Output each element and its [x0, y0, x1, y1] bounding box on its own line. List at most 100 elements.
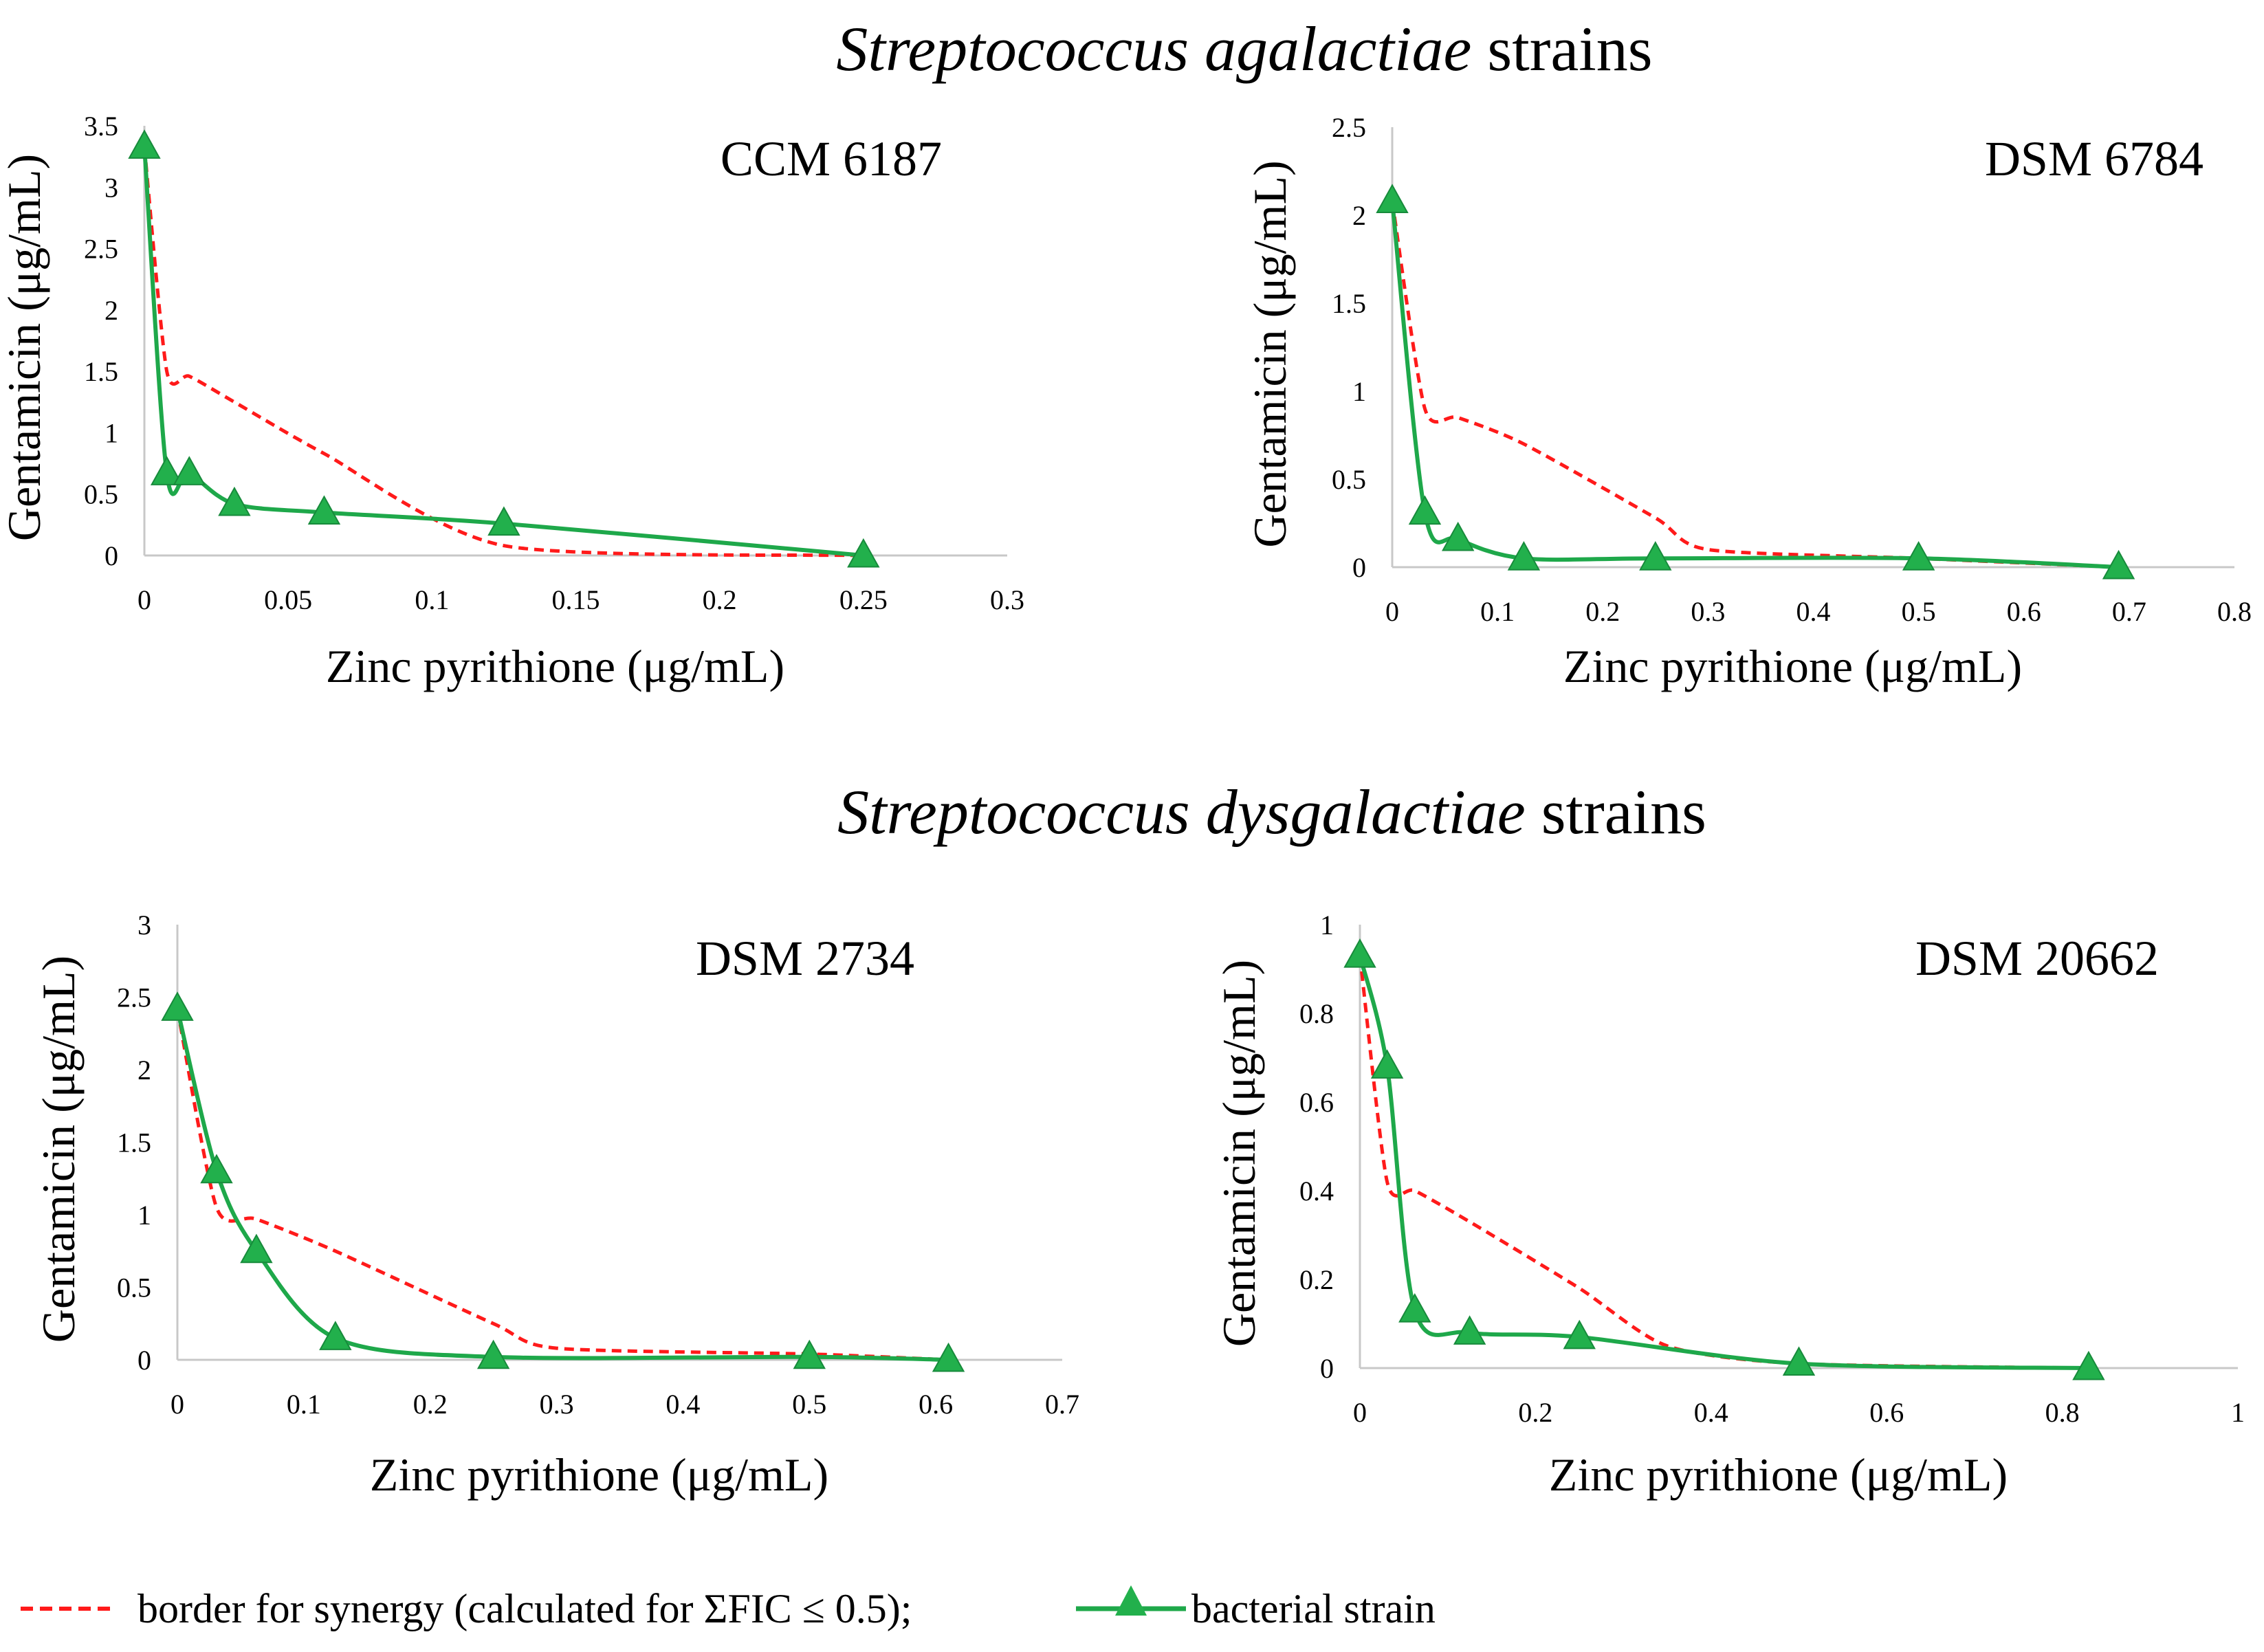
- strain-marker: [1442, 521, 1475, 551]
- x-tick-label: 0.5: [792, 1389, 826, 1420]
- synergy-border-line: [1358, 955, 2089, 1370]
- x-tick-label: 0.2: [413, 1389, 448, 1420]
- x-axis-title: Zinc pyrithione (μg/mL): [1549, 1449, 2008, 1501]
- strain-marker: [1639, 541, 1672, 571]
- strain-marker: [1782, 1346, 1816, 1376]
- y-tick-label: 3.5: [84, 111, 118, 142]
- x-tick-label: 0.15: [552, 584, 600, 615]
- y-tick-label: 0.5: [84, 479, 118, 510]
- chart-panel-dsm-20662: 0 0.2 0.4 0.6 0.8 1 0 0.2 0.4 0.6 0.8 1 Zinc pyrithi…: [1213, 910, 2245, 1501]
- strain-marker: [932, 1342, 965, 1372]
- strain-marker: [2072, 1350, 2105, 1380]
- strain-marker: [128, 129, 161, 159]
- strain-marker: [1408, 495, 1442, 525]
- legend-strain-label: bacterial strain: [1191, 1586, 1436, 1631]
- strain-marker: [240, 1233, 273, 1264]
- x-tick-label: 0.2: [703, 584, 737, 615]
- x-tick-label: 0: [1353, 1397, 1367, 1428]
- strain-line: [175, 1008, 949, 1362]
- y-tick-label: 0.5: [1332, 464, 1366, 495]
- y-tick-label: 0: [138, 1345, 151, 1376]
- chart-panel-ccm-6187: 0 0.5 1 1.5 2 2.5 3 3.5 0 0.05 0.1 0.15 0.2 0.25 0.3 Zi…: [0, 111, 1024, 692]
- strain-marker: [1370, 1049, 1404, 1079]
- x-tick-label: 0.4: [1796, 596, 1831, 627]
- x-tick-label: 0.3: [990, 584, 1024, 615]
- section-title-dysgalactiae: Streptococcus dysgalactiae strains: [837, 777, 1706, 847]
- y-tick-label: 1.5: [84, 356, 118, 387]
- strain-marker: [2102, 549, 2135, 580]
- x-tick-label: 0: [1385, 596, 1399, 627]
- strain-marker: [487, 506, 520, 536]
- strain-marker: [1563, 1319, 1596, 1350]
- y-tick-label: 3: [105, 172, 118, 203]
- strain-marker: [218, 486, 251, 516]
- x-tick-label: 0.7: [1045, 1389, 1079, 1420]
- y-axis-title: Gentamicin (μg/mL): [1244, 160, 1296, 547]
- y-tick-label: 0: [1352, 552, 1366, 583]
- panel-label: CCM 6187: [721, 131, 942, 186]
- x-tick-label: 0.7: [2112, 596, 2146, 627]
- y-axis-title: Gentamicin (μg/mL): [0, 154, 50, 541]
- x-tick-label: 0.3: [1691, 596, 1725, 627]
- y-tick-label: 2: [105, 295, 118, 326]
- strain-line: [142, 146, 864, 558]
- x-tick-label: 0.05: [264, 584, 312, 615]
- legend-strain-marker: [1115, 1585, 1147, 1616]
- strain-marker: [1343, 938, 1376, 968]
- section-title-agalactiae-species: Streptococcus agalactiae: [836, 14, 1471, 84]
- x-tick-label: 0.8: [2045, 1397, 2080, 1428]
- y-tick-label: 0.2: [1299, 1264, 1334, 1295]
- y-tick-label: 2: [1352, 200, 1366, 231]
- strain-marker: [173, 456, 206, 485]
- legend-synergy-label: border for synergy (calculated for ΣFIC …: [138, 1586, 912, 1631]
- strain-marker: [161, 991, 194, 1021]
- y-tick-label: 2.5: [117, 982, 151, 1013]
- section-title-agalactiae-rest: strains: [1471, 14, 1652, 84]
- x-tick-label: 0.6: [919, 1389, 953, 1420]
- x-tick-label: 0: [138, 584, 151, 615]
- y-tick-label: 1.5: [1332, 288, 1366, 319]
- strain-marker: [476, 1339, 510, 1369]
- y-tick-label: 0: [1320, 1353, 1334, 1384]
- legend: border for synergy (calculated for ΣFIC …: [21, 1585, 1436, 1631]
- y-tick-label: 0.4: [1299, 1176, 1334, 1207]
- y-tick-label: 0.8: [1299, 998, 1334, 1029]
- strain-marker: [793, 1339, 826, 1369]
- y-tick-label: 2: [138, 1055, 151, 1086]
- strain-marker: [1453, 1315, 1486, 1345]
- chart-panel-dsm-2734: 0 0.5 1 1.5 2 2.5 3 0 0.1 0.2 0.3 0.4 0.5 0.6 0.7 Zinc …: [32, 910, 1079, 1501]
- strain-marker: [200, 1154, 233, 1184]
- y-tick-label: 1: [1352, 376, 1366, 407]
- y-tick-label: 0: [105, 540, 118, 571]
- y-tick-label: 1: [138, 1200, 151, 1231]
- x-tick-label: 0.2: [1585, 596, 1620, 627]
- y-axis-title: Gentamicin (μg/mL): [1213, 960, 1265, 1347]
- x-tick-label: 0.3: [540, 1389, 574, 1420]
- x-tick-label: 1: [2231, 1397, 2245, 1428]
- synergy-border-line: [175, 1008, 949, 1362]
- strain-line: [1358, 955, 2089, 1370]
- strain-marker: [319, 1321, 352, 1350]
- strain-marker: [1398, 1292, 1431, 1323]
- x-axis-title: Zinc pyrithione (μg/mL): [1563, 640, 2022, 692]
- strain-marker: [1902, 541, 1935, 571]
- x-tick-label: 0.1: [415, 584, 449, 615]
- x-tick-label: 0: [171, 1389, 184, 1420]
- synergy-border-line: [1390, 201, 2119, 569]
- panel-label: DSM 6784: [1985, 131, 2203, 186]
- y-tick-label: 1.5: [117, 1127, 151, 1158]
- x-tick-label: 0.6: [2007, 596, 2041, 627]
- x-axis-title: Zinc pyrithione (μg/mL): [370, 1449, 828, 1501]
- strain-marker: [1376, 184, 1409, 214]
- strain-line: [1390, 201, 2119, 569]
- section-title-agalactiae: Streptococcus agalactiae strains: [836, 14, 1652, 84]
- y-tick-label: 1: [1320, 910, 1334, 940]
- panel-label: DSM 20662: [1915, 931, 2159, 986]
- x-tick-label: 0.6: [1869, 1397, 1904, 1428]
- x-tick-label: 0.2: [1518, 1397, 1552, 1428]
- synergy-border-line: [142, 146, 864, 558]
- strain-marker: [307, 495, 341, 525]
- x-tick-label: 0.4: [666, 1389, 700, 1420]
- y-tick-label: 0.6: [1299, 1087, 1334, 1118]
- x-tick-label: 0.1: [287, 1389, 321, 1420]
